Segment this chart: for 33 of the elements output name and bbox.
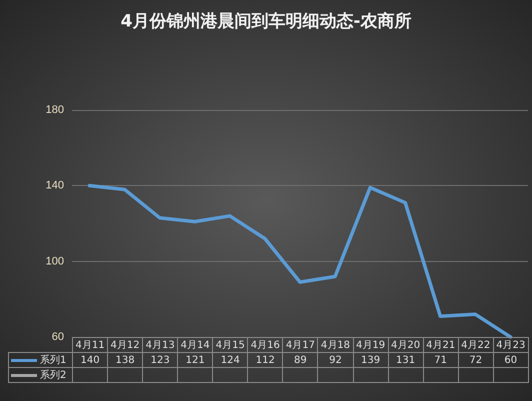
x-tick-label: 4月14 bbox=[178, 338, 213, 352]
legend-label: 系列2 bbox=[8, 368, 72, 382]
x-tick-label: 4月22 bbox=[458, 338, 494, 352]
data-label: 71 bbox=[423, 352, 458, 368]
x-tick-label: 4月11 bbox=[72, 338, 108, 352]
x-tick-label: 4月18 bbox=[318, 338, 353, 352]
data-label: 139 bbox=[353, 352, 388, 368]
data-label: 92 bbox=[318, 352, 353, 368]
x-tick-label: 4月20 bbox=[388, 338, 424, 352]
chart-title: 4月份锦州港晨间到车明细动态-农商所 bbox=[120, 12, 412, 32]
x-tick-label: 4月12 bbox=[108, 338, 143, 352]
data-label: 124 bbox=[212, 352, 248, 368]
data-label: 89 bbox=[282, 352, 318, 368]
x-tick-label: 4月21 bbox=[423, 338, 458, 352]
data-label: 112 bbox=[248, 352, 283, 368]
data-label: 140 bbox=[72, 352, 108, 368]
y-tick-label: 60 bbox=[52, 331, 64, 343]
data-label: 121 bbox=[178, 352, 213, 368]
x-tick-label: 4月16 bbox=[248, 338, 283, 352]
x-tick-label: 4月17 bbox=[282, 338, 318, 352]
y-tick-label: 180 bbox=[46, 104, 64, 116]
x-tick-label: 4月13 bbox=[142, 338, 178, 352]
y-tick-label: 100 bbox=[46, 255, 64, 268]
data-label: 131 bbox=[388, 352, 424, 368]
x-tick-label: 4月23 bbox=[493, 338, 528, 352]
data-label: 60 bbox=[493, 352, 528, 368]
data-label: 123 bbox=[142, 352, 178, 368]
legend-label: 系列1 bbox=[8, 352, 72, 368]
x-tick-label: 4月15 bbox=[212, 338, 248, 352]
data-label: 72 bbox=[458, 352, 494, 368]
data-label: 138 bbox=[108, 352, 143, 368]
x-tick-label: 4月19 bbox=[353, 338, 388, 352]
y-tick-label: 140 bbox=[46, 180, 64, 192]
